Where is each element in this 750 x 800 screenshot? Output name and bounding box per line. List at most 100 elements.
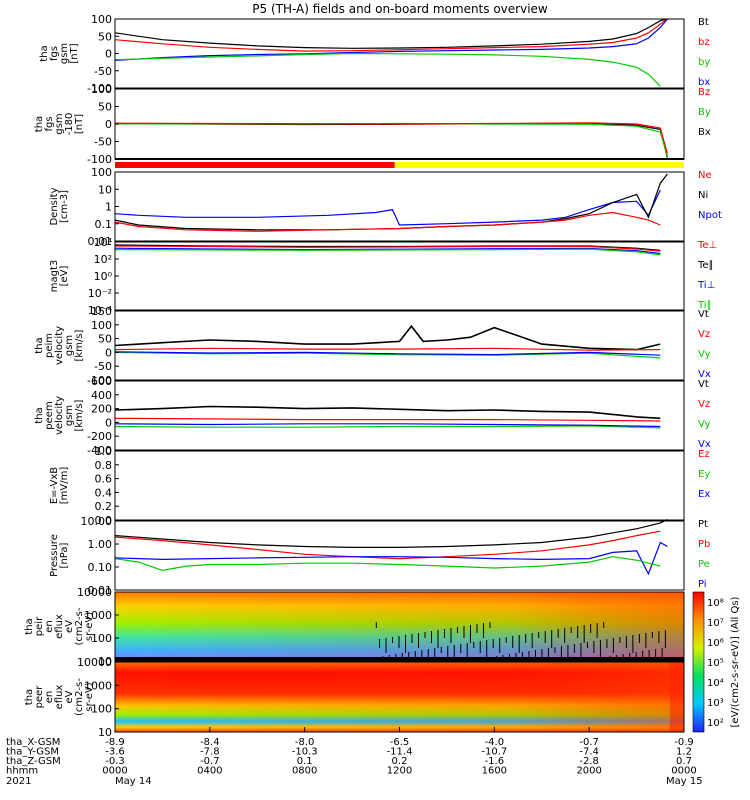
x-row-label: tha_Z-GSM xyxy=(6,756,61,767)
heatmap-overlay xyxy=(115,662,684,732)
y-tick-label: 100 xyxy=(91,13,112,26)
y-axis-label: (cm2-s- xyxy=(74,678,85,716)
legend-ti∥: Ti∥ xyxy=(697,300,712,311)
data-gap xyxy=(638,634,640,643)
mode-bar-segment-1 xyxy=(394,162,684,168)
panel-frame xyxy=(114,450,685,521)
x-row-value: 1600 xyxy=(482,766,507,777)
data-gap xyxy=(411,634,413,643)
x-row-value: -11.4 xyxy=(387,747,413,758)
data-gap xyxy=(456,627,458,633)
legend-vt: Vt xyxy=(698,309,709,320)
y-axis-label: E=-VxB xyxy=(49,467,60,504)
y-tick-label: 50 xyxy=(98,333,112,346)
y-axis-label: velocity xyxy=(54,326,65,365)
y-axis-label: [km/s] xyxy=(74,399,85,431)
x-row-value: -6.5 xyxy=(390,737,410,748)
data-gap xyxy=(473,642,475,648)
y-axis-label: fgs xyxy=(49,46,60,61)
heatmap-peer_eflux xyxy=(115,662,684,732)
data-gap xyxy=(469,625,471,643)
data-gap xyxy=(479,641,481,653)
legend-by: By xyxy=(698,107,711,118)
panel-peer_eflux: 10000 1000 100 10 tha peer en eflux eV (cm2-s-sr-… xyxy=(24,656,685,739)
series-temperature-2 xyxy=(114,247,661,255)
series-peim_velocity-2 xyxy=(114,351,661,359)
data-gap xyxy=(505,637,507,643)
legend-ne: Ne xyxy=(698,170,712,181)
data-gap xyxy=(521,652,523,658)
x-row-value: -7.4 xyxy=(579,747,599,758)
y-tick-label: 1.0 xyxy=(95,445,113,458)
x-row-value: -8.0 xyxy=(295,737,315,748)
x-row-value: -2.8 xyxy=(579,756,599,767)
y-axis-label: [cm-3] xyxy=(59,190,70,223)
legend-vx: Vx xyxy=(698,439,711,450)
y-tick-label: 10 xyxy=(98,655,112,668)
heatmap-floor xyxy=(115,657,684,661)
data-gap xyxy=(392,637,394,643)
panel-fgs_gsm: 100 50 0 -50 -100 tha fgs gsm [nT] Bt bz by bx xyxy=(39,13,710,95)
legend-vt: Vt xyxy=(698,379,709,390)
colorbar: 10⁸ 10⁷ 10⁶ 10⁵ 10⁴ 10³ 10² [eV/(cm2-s-sr-eV)] … xyxy=(692,591,741,733)
y-tick-label: -100 xyxy=(87,82,112,95)
x-row-value: 0.2 xyxy=(392,756,408,767)
y-tick-label: 100 xyxy=(91,319,112,332)
series-peim_velocity-1 xyxy=(114,347,661,351)
data-gap xyxy=(447,646,449,658)
data-gap xyxy=(544,631,546,643)
data-gap xyxy=(437,630,439,648)
y-tick-label: -50 xyxy=(94,360,112,373)
series-density-0 xyxy=(114,189,661,226)
data-gap xyxy=(573,644,575,653)
data-gap xyxy=(492,639,494,648)
data-gap xyxy=(489,622,491,628)
x-row-value: 0800 xyxy=(292,766,317,777)
x-row-value: -0.7 xyxy=(579,737,599,748)
x-row-label: hhmm xyxy=(6,766,38,777)
legend-bx: bx xyxy=(698,77,710,88)
y-axis-label: tha xyxy=(34,337,45,353)
y-axis-label: [km/s] xyxy=(74,329,85,361)
panel-temperature: 10⁴ 10² 10⁰ 10⁻² 10⁻⁴ magt3 [eV] Te⊥ Te∥ Ti⊥ Ti∥ xyxy=(49,236,717,317)
y-axis-label: tha xyxy=(34,407,45,423)
y-axis-label: velocity xyxy=(54,396,65,435)
legend-ey: Ey xyxy=(698,469,710,480)
x-row-value: -0.3 xyxy=(105,756,125,767)
series-fgs_gse_lmn-2 xyxy=(114,122,668,154)
data-gap xyxy=(632,635,634,653)
y-tick-label: 0 xyxy=(105,416,112,429)
series-peim_velocity-0 xyxy=(114,324,661,351)
y-axis-label: [nT] xyxy=(69,43,80,63)
y-tick-label: 0.01 xyxy=(88,235,113,248)
series-peim_velocity-3 xyxy=(114,351,661,356)
panel-pressure: 10.00 1.00 0.10 0.01 Pressure [nPa] Pt Pb Pe Pi xyxy=(49,515,710,597)
series-pressure-1 xyxy=(114,530,661,560)
legend-pe: Pe xyxy=(698,559,710,570)
data-gap xyxy=(450,628,452,643)
y-tick-label: 0 xyxy=(105,346,112,359)
data-gap xyxy=(476,624,478,633)
data-gap xyxy=(385,638,387,653)
data-gap xyxy=(593,641,595,653)
x-row-value: -7.8 xyxy=(200,747,220,758)
y-axis-label: [eV] xyxy=(59,266,70,287)
panel-frame xyxy=(114,380,685,451)
series-pressure-0 xyxy=(114,519,668,549)
data-gap xyxy=(547,648,549,663)
data-gap xyxy=(651,632,653,638)
y-tick-label: 0.1 xyxy=(95,218,113,231)
data-gap xyxy=(427,649,429,658)
colorbar-tick: 10⁶ xyxy=(707,638,724,649)
legend-vy: Vy xyxy=(698,349,711,360)
plot-title: P5 (TH-A) fields and on-board moments ov… xyxy=(252,2,548,16)
series-fgs_gsm-1 xyxy=(114,18,668,52)
data-gap xyxy=(531,633,533,648)
y-tick-label: 0 xyxy=(105,118,112,131)
y-axis-label: eV xyxy=(64,620,75,633)
y-tick-label: 1000 xyxy=(84,609,112,622)
data-gap xyxy=(564,628,566,643)
series-density-1 xyxy=(114,173,668,231)
data-gap xyxy=(603,622,605,628)
data-gap xyxy=(586,642,588,648)
